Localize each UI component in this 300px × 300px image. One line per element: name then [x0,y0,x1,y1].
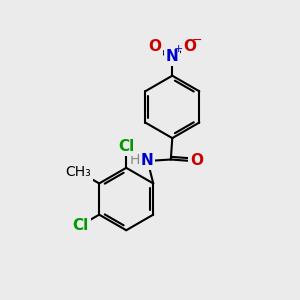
Text: O: O [148,39,162,54]
Text: H: H [130,153,140,167]
Text: O: O [183,39,196,54]
Text: CH₃: CH₃ [65,165,91,179]
Text: −: − [192,34,202,47]
Text: Cl: Cl [73,218,89,233]
Text: N: N [141,154,153,169]
Text: N: N [166,49,179,64]
Text: Cl: Cl [118,139,134,154]
Text: O: O [190,154,203,169]
Text: +: + [174,44,184,54]
